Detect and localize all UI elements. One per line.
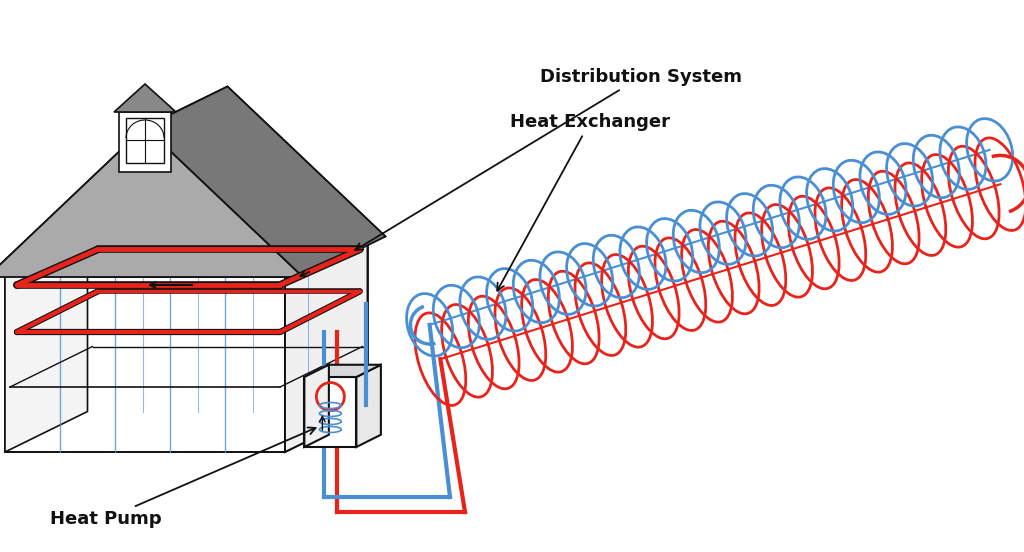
Polygon shape: [5, 411, 368, 452]
Polygon shape: [356, 365, 381, 447]
Polygon shape: [304, 365, 381, 377]
Polygon shape: [87, 236, 368, 411]
Polygon shape: [0, 87, 227, 277]
Polygon shape: [5, 277, 285, 452]
Polygon shape: [5, 236, 368, 277]
Text: Heat Exchanger: Heat Exchanger: [498, 113, 670, 290]
Text: Heat Pump: Heat Pump: [50, 427, 315, 528]
Polygon shape: [70, 87, 385, 236]
Polygon shape: [145, 87, 385, 277]
Text: Distribution System: Distribution System: [355, 68, 742, 250]
Polygon shape: [0, 127, 303, 277]
Polygon shape: [5, 236, 87, 452]
Polygon shape: [304, 365, 329, 447]
Polygon shape: [119, 112, 171, 172]
Polygon shape: [304, 377, 356, 447]
Polygon shape: [114, 84, 176, 112]
Polygon shape: [285, 236, 368, 452]
